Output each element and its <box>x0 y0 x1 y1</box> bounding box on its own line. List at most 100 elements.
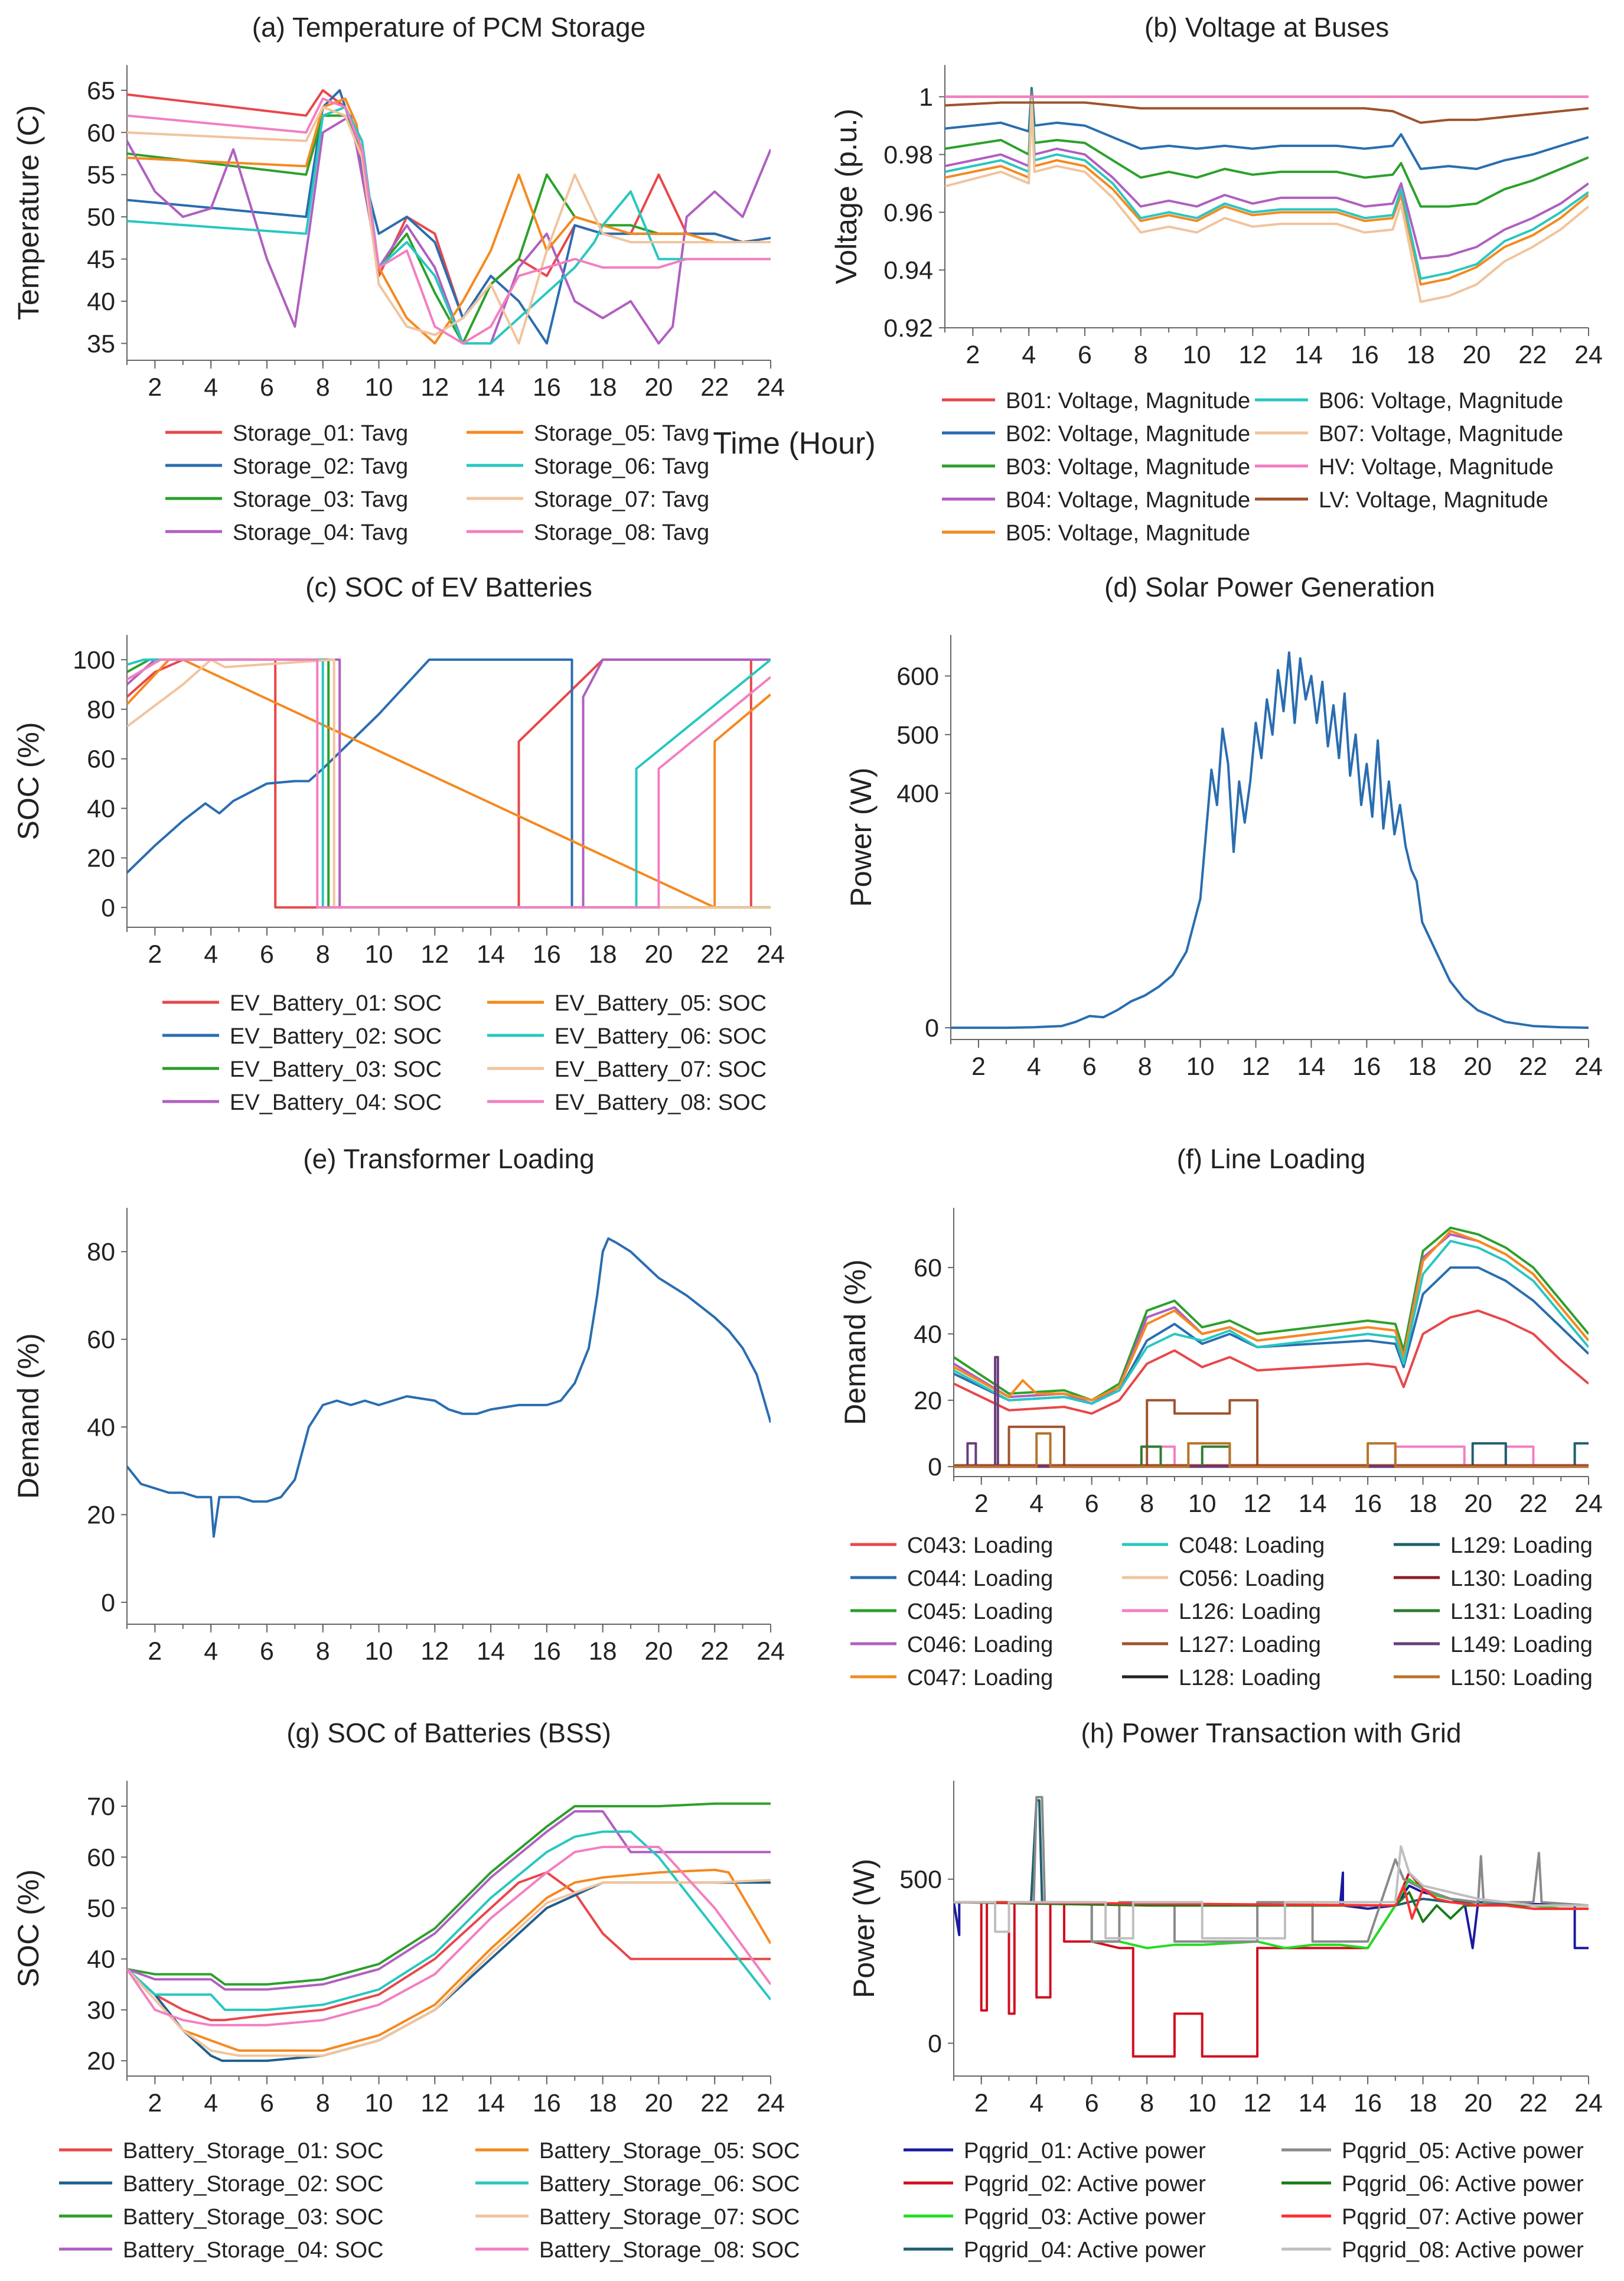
series-line-e-1 <box>127 1237 771 1538</box>
chart-title: (f) Line Loading <box>1177 1143 1366 1174</box>
x-tick-label: 6 <box>260 2089 274 2117</box>
legend-label: L149: Loading <box>1450 1632 1593 1657</box>
chart-title: (a) Temperature of PCM Storage <box>252 12 645 43</box>
series-line-h-6 <box>954 1891 1589 1923</box>
x-tick-label: 20 <box>645 373 673 402</box>
x-tick-label: 24 <box>1574 1052 1603 1081</box>
chart-title: (e) Transformer Loading <box>303 1143 594 1174</box>
legend-label: Battery_Storage_07: SOC <box>539 2205 800 2230</box>
x-tick-label: 10 <box>1183 341 1211 369</box>
y-tick-label: 20 <box>87 2047 115 2075</box>
y-tick-label: 40 <box>87 795 115 823</box>
x-tick-label: 24 <box>1574 1490 1603 1518</box>
x-tick-label: 14 <box>477 373 505 402</box>
x-tick-label: 18 <box>589 1637 617 1666</box>
series-line-f-11 <box>954 1442 1589 1468</box>
x-tick-label: 24 <box>756 1637 785 1666</box>
x-tick-label: 6 <box>260 373 274 402</box>
series-line-g-6 <box>127 1830 771 2011</box>
x-tick-label: 24 <box>756 940 785 969</box>
x-tick-label: 2 <box>148 940 162 969</box>
series-line-h-5 <box>954 1796 1589 1943</box>
legend-label: L127: Loading <box>1179 1632 1321 1657</box>
y-tick-label: 20 <box>87 1501 115 1529</box>
x-tick-label: 6 <box>260 940 274 969</box>
series-line-a-7 <box>127 106 771 345</box>
x-tick-label: 20 <box>1463 1052 1492 1081</box>
x-tick-label: 18 <box>1409 1490 1437 1518</box>
legend-label: EV_Battery_02: SOC <box>230 1024 442 1049</box>
legend-label: Pqgrid_03: Active power <box>964 2205 1206 2230</box>
y-tick-label: 100 <box>73 646 115 674</box>
x-tick-label: 16 <box>533 1637 561 1666</box>
x-tick-label: 8 <box>1134 341 1148 369</box>
series-line-h-1 <box>954 1871 1589 1950</box>
x-tick-label: 20 <box>645 2089 673 2117</box>
x-tick-label: 16 <box>533 2089 561 2117</box>
series-line-f-1 <box>954 1309 1589 1415</box>
x-tick-label: 2 <box>148 1637 162 1666</box>
legend-label: Battery_Storage_06: SOC <box>539 2172 800 2197</box>
y-tick-label: 0.98 <box>883 141 933 170</box>
legend-label: Storage_06: Tavg <box>534 454 709 479</box>
x-tick-label: 16 <box>1352 1052 1381 1081</box>
legend-label: EV_Battery_05: SOC <box>555 991 767 1016</box>
x-tick-label: 8 <box>1138 1052 1152 1081</box>
y-axis-label: Demand (%) <box>12 1333 45 1499</box>
x-tick-label: 4 <box>204 2089 218 2117</box>
series-line-f-13 <box>954 1445 1589 1468</box>
y-tick-label: 1 <box>919 83 933 112</box>
legend-label: C043: Loading <box>907 1533 1053 1558</box>
y-tick-label: 30 <box>87 1996 115 2025</box>
y-tick-label: 0 <box>928 2029 942 2058</box>
x-tick-label: 14 <box>1299 2089 1327 2117</box>
series-line-h-8 <box>954 1845 1589 1940</box>
series-line-f-8 <box>954 1445 1589 1468</box>
legend-label: EV_Battery_06: SOC <box>555 1024 767 1049</box>
x-tick-label: 18 <box>589 2089 617 2117</box>
x-tick-label: 16 <box>533 373 561 402</box>
x-tick-label: 12 <box>420 940 449 969</box>
y-axis-label: Power (W) <box>844 767 878 907</box>
series-line-b-9 <box>945 101 1589 124</box>
x-tick-label: 4 <box>204 940 218 969</box>
series-line-h-7 <box>954 1884 1589 1920</box>
series-line-a-4 <box>127 114 771 345</box>
y-tick-label: 50 <box>87 203 115 232</box>
legend-label: B07: Voltage, Magnitude <box>1319 422 1563 447</box>
series-line-f-3 <box>954 1226 1589 1402</box>
x-tick-label: 12 <box>1243 1490 1271 1518</box>
legend-label: LV: Voltage, Magnitude <box>1319 488 1548 513</box>
x-tick-label: 4 <box>1022 341 1036 369</box>
chart-title: (g) SOC of Batteries (BSS) <box>286 1718 611 1748</box>
x-tick-label: 4 <box>204 373 218 402</box>
x-tick-label: 16 <box>533 940 561 969</box>
y-axis-label: Voltage (p.u.) <box>830 109 863 284</box>
y-tick-label: 65 <box>87 77 115 105</box>
legend-label: EV_Battery_07: SOC <box>555 1057 767 1082</box>
x-tick-label: 10 <box>365 940 393 969</box>
chart-title: (d) Solar Power Generation <box>1104 572 1435 602</box>
x-tick-label: 24 <box>1574 2089 1603 2117</box>
legend-label: B06: Voltage, Magnitude <box>1319 389 1563 413</box>
x-tick-label: 20 <box>1464 1490 1492 1518</box>
y-tick-label: 0 <box>101 1589 115 1617</box>
legend-label: Pqgrid_05: Active power <box>1342 2139 1584 2163</box>
series-line-g-8 <box>127 1846 771 2026</box>
x-tick-label: 2 <box>966 341 980 369</box>
y-tick-label: 40 <box>87 1946 115 1974</box>
series-line-f-9 <box>954 1399 1589 1468</box>
legend-label: Battery_Storage_08: SOC <box>539 2238 800 2263</box>
series-line-f-5 <box>954 1230 1589 1402</box>
y-tick-label: 40 <box>87 288 115 316</box>
y-tick-label: 0 <box>925 1014 939 1042</box>
x-tick-label: 20 <box>645 1637 673 1666</box>
legend-label: L129: Loading <box>1450 1533 1593 1558</box>
legend-label: L126: Loading <box>1179 1599 1321 1624</box>
x-tick-label: 14 <box>477 940 505 969</box>
series-line-c-2 <box>127 658 771 909</box>
